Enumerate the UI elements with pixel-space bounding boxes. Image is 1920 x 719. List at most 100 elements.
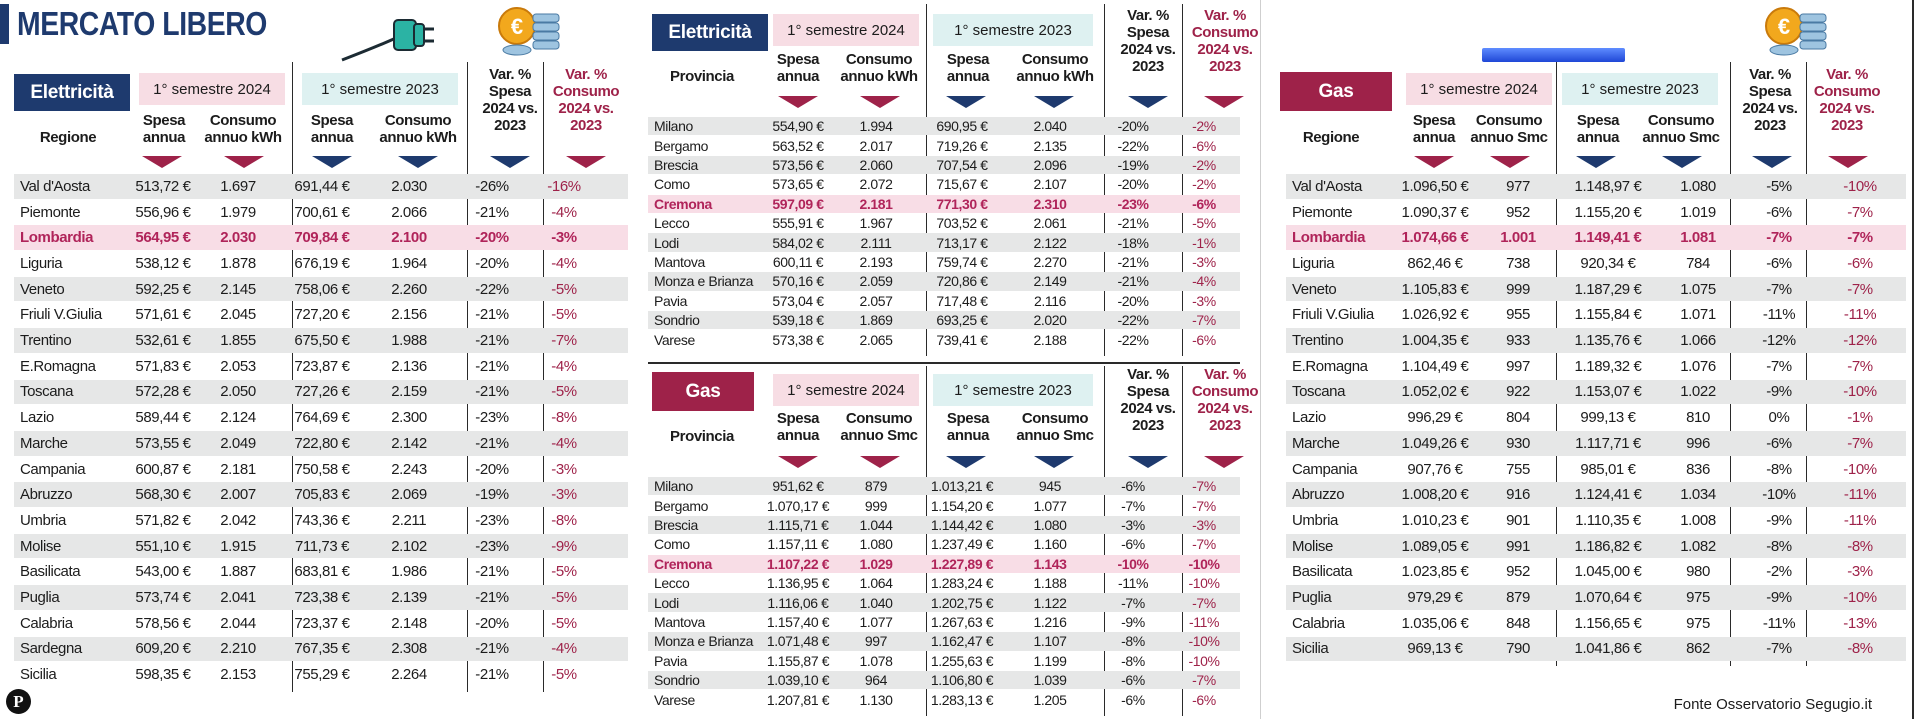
table-row: Varese 1.207,81 € 1.130 1.283,13 € 1.205 -6% -… bbox=[648, 690, 1240, 708]
table-cell: -21% bbox=[475, 332, 509, 350]
table-cell: 1.216 bbox=[1033, 613, 1067, 630]
table-cell: 2.059 bbox=[859, 273, 893, 290]
table-row: Como 1.157,11 € 1.080 1.237,49 € 1.160 -6% -7% bbox=[648, 535, 1240, 553]
table-cell: 790 bbox=[1506, 640, 1530, 658]
table-cell: 538,12 € bbox=[135, 254, 191, 272]
table-cell: 930 bbox=[1506, 434, 1530, 452]
header-spesa: Spesa annua bbox=[1576, 112, 1620, 146]
table-cell: -20% bbox=[475, 229, 509, 247]
column-divider bbox=[1182, 366, 1183, 716]
table-row: Trentino 532,61 € 1.855 675,50 € 1.988 -21% -7… bbox=[14, 328, 628, 353]
row-label: Bergamo bbox=[654, 137, 709, 154]
table-cell: 555,91 € bbox=[772, 215, 824, 232]
publisher-logo: P bbox=[6, 689, 31, 714]
table-cell: 755 bbox=[1506, 460, 1530, 478]
header-var-consumo: Var. % Consumo 2024 vs. 2023 bbox=[1813, 66, 1881, 134]
row-label: Molise bbox=[1292, 537, 1333, 555]
table-cell: 513,72 € bbox=[135, 177, 191, 195]
table-cell: 2.135 bbox=[1033, 137, 1067, 154]
table-cell: -11% bbox=[1843, 486, 1877, 504]
table-row: Veneto 592,25 € 2.145 758,06 € 2.260 -22% -5% bbox=[14, 276, 628, 302]
table-cell: -10% bbox=[1117, 555, 1149, 572]
table-cell: 2.181 bbox=[859, 195, 893, 212]
header-consumo: Consumo annuo kWh bbox=[840, 51, 918, 85]
table-cell: 879 bbox=[1506, 589, 1530, 607]
row-label: Abruzzo bbox=[1292, 486, 1345, 504]
table-cell: -2% bbox=[1766, 563, 1792, 581]
header-spesa: Spesa annua bbox=[946, 51, 990, 85]
arrow-down-icon bbox=[860, 456, 900, 468]
svg-text:€: € bbox=[1778, 14, 1790, 39]
row-label: Piemonte bbox=[20, 203, 81, 221]
table-cell: 2.136 bbox=[391, 357, 427, 375]
table-row: Monza e Brianza 1.071,48 € 997 1.162,47 € 1.… bbox=[648, 632, 1240, 651]
table-cell: -5% bbox=[551, 614, 577, 632]
table-cell: -7% bbox=[1192, 536, 1216, 553]
table-cell: 2.159 bbox=[391, 383, 427, 401]
header-consumo: Consumo annuo Smc bbox=[1470, 112, 1548, 146]
table-cell: 1.189,32 € bbox=[1574, 357, 1642, 375]
section-label-elettricita: Elettricità bbox=[652, 14, 768, 51]
table-cell: 571,82 € bbox=[135, 511, 191, 529]
table-cell: 597,09 € bbox=[772, 195, 824, 212]
table-cell: 1.081 bbox=[1680, 229, 1716, 247]
source-note: Fonte Osservatorio Segugio.it bbox=[1673, 696, 1872, 713]
table-row: Brescia 1.115,71 € 1.044 1.144,42 € 1.080 -3%… bbox=[648, 515, 1240, 535]
table-cell: -21% bbox=[475, 666, 509, 684]
table-cell: 1.034 bbox=[1680, 486, 1716, 504]
table-cell: -9% bbox=[1121, 613, 1145, 630]
table-cell: -23% bbox=[475, 511, 509, 529]
table-cell: -4% bbox=[551, 434, 577, 452]
table-cell: 573,74 € bbox=[135, 589, 191, 607]
table-cell: -7% bbox=[1847, 280, 1873, 298]
row-label: Lodi bbox=[654, 594, 679, 611]
table-cell: -7% bbox=[1847, 229, 1873, 247]
table-cell: 720,86 € bbox=[936, 273, 988, 290]
arrow-down-icon bbox=[860, 96, 900, 108]
header-spesa: Spesa annua bbox=[310, 112, 354, 146]
row-label: Brescia bbox=[654, 156, 698, 173]
table-cell: -22% bbox=[475, 280, 509, 298]
table-cell: 1.039,10 € bbox=[766, 672, 830, 689]
table-row: Sondrio 539,18 € 1.869 693,25 € 2.020 -22% -7% bbox=[648, 311, 1240, 330]
arrow-down-icon bbox=[946, 96, 986, 108]
table-cell: 2.045 bbox=[220, 306, 256, 324]
table-cell: 1.010,23 € bbox=[1401, 511, 1469, 529]
table-cell: -10% bbox=[1188, 555, 1220, 572]
table-cell: 1.077 bbox=[1033, 497, 1067, 514]
table-cell: 1.074,66 € bbox=[1401, 229, 1469, 247]
table-cell: -26% bbox=[475, 177, 509, 195]
table-cell: -1% bbox=[1847, 409, 1873, 427]
arrow-down-icon bbox=[1034, 456, 1074, 468]
table-cell: 1.071 bbox=[1680, 306, 1716, 324]
table-cell: -8% bbox=[551, 409, 577, 427]
table-cell: 997 bbox=[1506, 357, 1530, 375]
table-cell: 1.082 bbox=[1680, 537, 1716, 555]
arrow-down-icon bbox=[1752, 156, 1792, 168]
table-cell: -21% bbox=[475, 563, 509, 581]
table-cell: 573,55 € bbox=[135, 434, 191, 452]
arrow-down-icon bbox=[1204, 456, 1244, 468]
table-cell: 676,19 € bbox=[294, 254, 350, 272]
table-row: Milano 554,90 € 1.994 690,95 € 2.040 -20% -2% bbox=[648, 117, 1240, 136]
table-cell: 750,58 € bbox=[294, 460, 350, 478]
panel-border bbox=[1912, 0, 1914, 719]
table-row: Basilicata 543,00 € 1.887 683,81 € 1.986 -21%… bbox=[14, 560, 628, 585]
table-cell: 977 bbox=[1506, 177, 1530, 195]
table-cell: 952 bbox=[1506, 563, 1530, 581]
table-cell: -11% bbox=[1843, 511, 1877, 529]
table-row: Marche 1.049,26 € 930 1.117,71 € 996 -6% -7% bbox=[1286, 431, 1906, 456]
table-cell: -10% bbox=[1762, 486, 1796, 504]
table-cell: -7% bbox=[1847, 203, 1873, 221]
row-label: Brescia bbox=[654, 516, 698, 533]
table-cell: 568,30 € bbox=[135, 486, 191, 504]
table-cell: -3% bbox=[551, 229, 577, 247]
row-label: Lazio bbox=[20, 409, 54, 427]
table-cell: 700,61 € bbox=[294, 203, 350, 221]
table-cell: -6% bbox=[1766, 434, 1792, 452]
table-cell: 1.887 bbox=[220, 563, 256, 581]
table-row: Liguria 538,12 € 1.878 676,19 € 1.964 -20% -4% bbox=[14, 251, 628, 276]
table-cell: 1.115,71 € bbox=[767, 516, 829, 533]
table-row: E.Romagna 571,83 € 2.053 723,87 € 2.136 -21% -… bbox=[14, 354, 628, 379]
header-sem2024: 1° semestre 2024 bbox=[1406, 73, 1552, 105]
